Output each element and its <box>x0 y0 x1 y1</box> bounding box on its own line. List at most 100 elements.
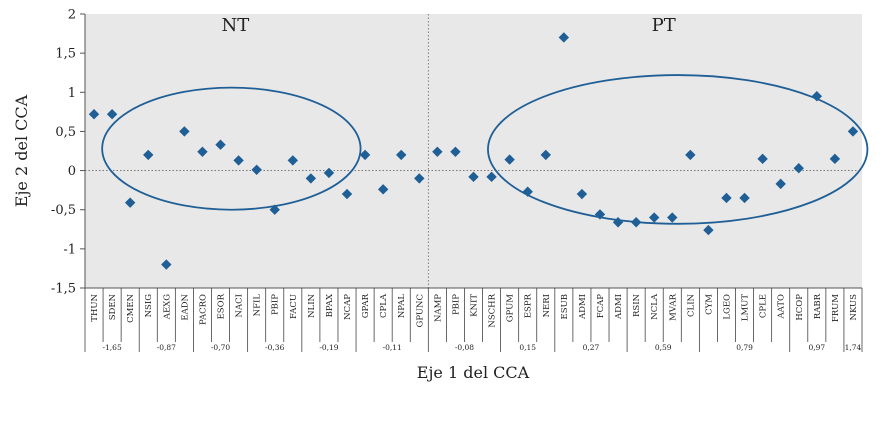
x-group-axis: -1,65 -0,87 -0,70 -0,36 -0,19 -0,11 -0,08 0,15 0… <box>84 342 863 352</box>
x-group-label: -0,87 <box>157 343 176 352</box>
x-category-label: LGEO <box>722 294 732 320</box>
x-group-label: -0,19 <box>319 343 338 352</box>
y-tick-label: 0,5 <box>55 125 76 140</box>
x-category-label: NACI <box>235 294 245 317</box>
x-group-label: 1,74 <box>845 343 862 352</box>
y-tick-label: 1,5 <box>55 47 76 62</box>
x-category-label: ADMI <box>614 294 624 320</box>
data-point <box>594 209 606 220</box>
ellipse-label-pt: PT <box>652 15 676 36</box>
zero-lines <box>85 14 862 288</box>
x-category-label: NLIN <box>307 293 317 317</box>
x-category-label: GPAR <box>361 293 371 318</box>
x-category-label: NAMP <box>433 294 443 322</box>
y-axis: 2 1,5 1 0,5 0 -0,5 -1 -1,5 <box>51 8 86 297</box>
data-point <box>685 149 696 161</box>
x-category-label: CLIN <box>686 293 696 317</box>
x-category-label: PBIP <box>271 294 281 315</box>
x-category-label: NSCHR <box>488 293 498 327</box>
data-point <box>558 32 570 43</box>
x-category-label: FACU <box>289 294 299 319</box>
x-category-label: CMEN <box>126 293 136 322</box>
data-point <box>721 192 732 204</box>
x-group-label: -0,08 <box>455 343 474 352</box>
y-tick-label: 0 <box>68 164 76 179</box>
data-point <box>468 171 479 183</box>
x-category-label: PBIP <box>451 294 461 315</box>
data-point <box>793 163 804 174</box>
data-point <box>305 173 317 184</box>
data-point <box>269 204 280 215</box>
data-point <box>124 197 136 208</box>
data-point <box>486 171 497 183</box>
data-point <box>504 154 515 165</box>
data-point <box>197 146 208 157</box>
data-point <box>179 126 190 137</box>
plot-background <box>85 14 862 288</box>
x-category-label: AATO <box>777 294 787 319</box>
data-point <box>432 146 443 157</box>
x-group-label: 0,79 <box>736 343 753 352</box>
x-category-label: NCAP <box>343 294 353 320</box>
x-category-label: CPLA <box>379 293 389 318</box>
x-category-label: NERI <box>542 294 552 317</box>
x-category-label: SDEN <box>108 293 118 320</box>
data-point <box>341 188 353 200</box>
x-category-label: FRUM <box>831 294 841 322</box>
x-category-axis: THUN SDEN CMEN NSIG AEXG EADN PACRO ESOR NACI NFI… <box>84 287 863 342</box>
y-tick-label: 1 <box>68 86 76 101</box>
y-axis-label: Eje 2 del CCA <box>12 94 31 207</box>
x-group-label: 0,15 <box>519 343 536 352</box>
x-group-label: -0,11 <box>383 343 402 352</box>
data-point <box>648 212 660 223</box>
data-point <box>161 259 172 270</box>
x-category-label: CPLE <box>759 294 769 318</box>
data-point <box>667 212 678 223</box>
data-point <box>757 153 768 165</box>
x-category-label: EADN <box>180 293 190 320</box>
x-category-label: BPAX <box>325 293 335 317</box>
x-category-label: GPUM <box>506 294 516 323</box>
x-category-label: THUN <box>90 293 100 321</box>
data-point <box>287 155 299 166</box>
x-group-label: -0,70 <box>211 343 230 352</box>
group-ellipses: NT PT <box>101 15 869 225</box>
data-point <box>540 149 551 161</box>
data-point <box>522 186 533 197</box>
data-point <box>143 149 154 161</box>
data-point <box>215 139 226 150</box>
x-group-label: 0,27 <box>583 343 600 352</box>
data-point <box>829 153 841 165</box>
data-point <box>739 192 750 204</box>
data-point <box>359 149 371 161</box>
x-category-label: KNIT <box>470 294 480 317</box>
x-category-label: CYM <box>704 294 714 315</box>
data-point <box>775 178 786 190</box>
data-points <box>88 32 859 270</box>
group-ellipse-nt <box>101 86 362 211</box>
x-category-label: PACRO <box>198 294 208 325</box>
x-category-label: ESUB <box>560 294 570 319</box>
data-point <box>450 146 461 157</box>
x-group-label: 0,59 <box>655 343 672 352</box>
x-category-label: NCLA <box>650 293 660 320</box>
x-axis-label: Eje 1 del CCA <box>417 363 530 382</box>
x-category-label: HCOP <box>795 294 805 321</box>
x-category-label: RABR <box>813 293 823 319</box>
x-category-label: NFIL <box>253 294 263 317</box>
data-point <box>612 217 624 228</box>
x-category-label: LMUT <box>741 294 751 322</box>
data-point <box>811 91 823 102</box>
x-category-label: NSIG <box>144 294 154 318</box>
data-point <box>323 167 335 179</box>
x-category-label: MVAR <box>668 293 678 320</box>
x-group-label: -1,65 <box>102 343 121 352</box>
x-category-label: ADMI <box>578 294 588 320</box>
ellipse-label-nt: NT <box>221 15 249 36</box>
y-tick-label: 2 <box>68 8 76 23</box>
y-tick-label: -0,5 <box>51 203 76 218</box>
x-category-label: RSIN <box>632 293 642 317</box>
data-point <box>88 109 100 120</box>
x-category-label: GPUNC <box>415 294 425 327</box>
